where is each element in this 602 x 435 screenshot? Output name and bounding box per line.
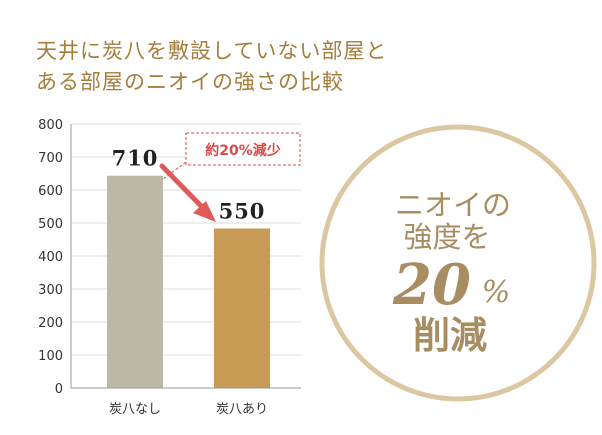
annotation-box	[185, 132, 301, 166]
badge-circle	[319, 124, 597, 402]
y-tick-label: 800	[38, 118, 63, 133]
y-tick-label: 300	[38, 283, 63, 298]
y-tick-label: 700	[38, 151, 63, 166]
badge-number: 20	[392, 252, 471, 318]
y-tick-label: 600	[38, 184, 63, 199]
bar-value-label: 550	[219, 199, 266, 224]
data-labels: 710 550	[112, 146, 266, 224]
bars	[107, 175, 270, 388]
y-tick-label: 400	[38, 250, 63, 265]
chart-title: 天井に炭八を敷設していない部屋と ある部屋のニオイの強さの比較	[36, 36, 556, 98]
badge-line-2: 強度を	[403, 220, 490, 254]
y-tick-label: 500	[38, 217, 63, 232]
bar	[107, 175, 163, 388]
bar-value-label: 710	[112, 146, 159, 171]
arrow-head-icon	[193, 201, 216, 222]
badge-unit: %	[482, 275, 511, 310]
chart-title-line-2: ある部屋のニオイの強さの比較	[36, 70, 344, 94]
y-tick-label: 200	[38, 316, 63, 331]
y-axis-ticks: 0 100 200 300 400 500 600 700 800	[38, 118, 63, 397]
x-category-label: 炭八なし	[109, 402, 161, 417]
chart-title-line-1: 天井に炭八を敷設していない部屋と	[36, 39, 388, 63]
y-tick-label: 0	[55, 382, 63, 397]
x-category-label: 炭八あり	[216, 402, 268, 417]
reduction-annotation: 約20%減少	[159, 132, 301, 222]
badge-line-1: ニオイの	[395, 188, 511, 222]
arrow-shaft	[159, 163, 208, 213]
bar	[214, 228, 270, 388]
badge-line-3: 削減	[413, 313, 487, 357]
reduction-badge: ニオイの 強度を 20 % 削減	[319, 124, 597, 402]
x-axis-categories: 炭八なし 炭八あり	[109, 402, 268, 417]
y-tick-label: 100	[38, 349, 63, 364]
annotation-label: 約20%減少	[205, 142, 281, 159]
